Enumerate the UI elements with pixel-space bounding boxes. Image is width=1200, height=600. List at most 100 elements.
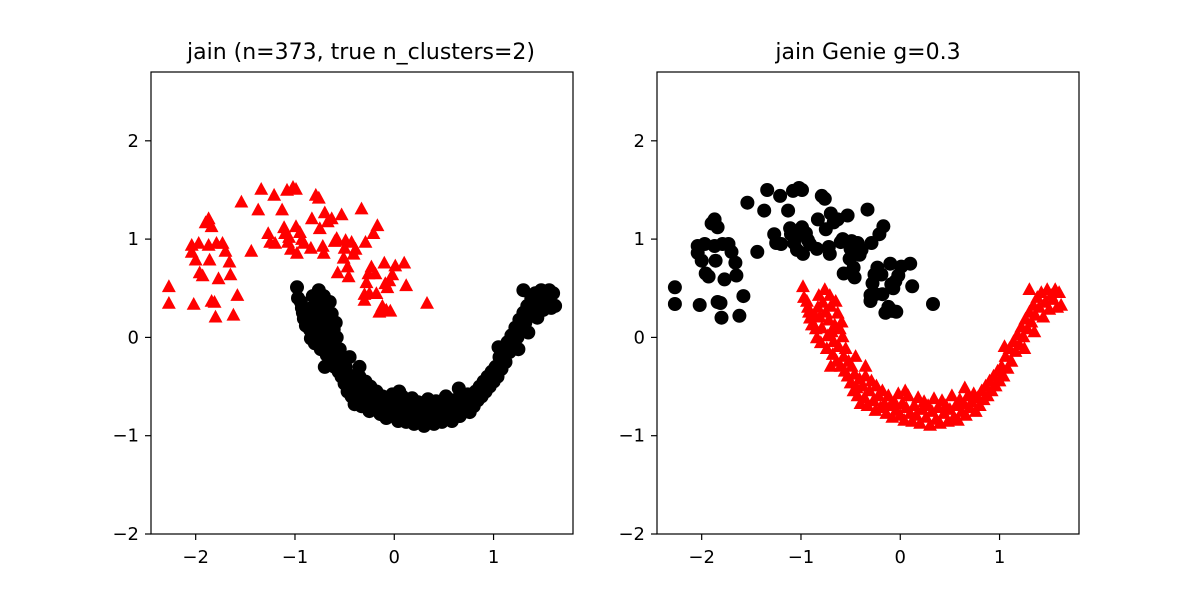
point-circle-right-38	[788, 231, 802, 246]
point-triangle-right-134	[1024, 314, 1039, 328]
point-circle-left-151	[521, 325, 536, 340]
point-circle-right-80	[876, 219, 891, 234]
point-circle-right-69	[860, 202, 875, 217]
point-circle-right-23	[732, 308, 747, 323]
point-triangle-left-83	[377, 255, 392, 269]
point-triangle-left-23	[226, 307, 241, 321]
point-circle-left-34	[329, 330, 344, 345]
point-circle-right-13	[710, 220, 725, 235]
point-triangle-left-73	[359, 275, 374, 289]
chart-title-left: jain (n=373, true n_clusters=2)	[186, 40, 535, 65]
x-tick-label-left-2: 0	[389, 547, 400, 568]
x-tick-label-left-0: −2	[182, 547, 209, 568]
y-tick-label-left-0: −2	[112, 524, 139, 545]
point-triangle-right-148	[1052, 285, 1067, 298]
point-triangle-right-124	[1004, 354, 1019, 367]
point-circle-right-26	[750, 244, 765, 259]
point-circle-right-4	[694, 253, 709, 268]
point-triangle-right-92	[941, 413, 955, 427]
point-triangle-left-26	[244, 243, 259, 257]
point-triangle-right-136	[1028, 307, 1043, 321]
point-triangle-right-62	[881, 388, 896, 402]
point-triangle-left-32	[268, 236, 283, 249]
panel-left: jain (n=373, true n_clusters=2) −2 −1 0 1−2…	[112, 40, 574, 568]
y-tick-label-left-3: 1	[128, 229, 139, 250]
point-triangle-left-52	[315, 239, 330, 252]
point-circle-left-152	[511, 342, 526, 357]
point-circle-left-157	[451, 381, 466, 396]
point-triangle-left-8	[195, 268, 210, 282]
point-triangle-left-79	[369, 286, 384, 299]
point-triangle-right-29	[830, 305, 845, 319]
point-circle-right-53	[822, 246, 837, 261]
point-triangle-left-44	[293, 225, 307, 238]
axes-frame-right	[656, 71, 1080, 535]
point-triangle-right-18	[819, 341, 834, 354]
point-circle-right-88	[889, 304, 904, 319]
point-triangle-left-60	[334, 207, 349, 221]
point-circle-right-27	[757, 203, 772, 218]
point-triangle-left-56	[324, 211, 339, 225]
chart-title-right: jain Genie g=0.3	[774, 40, 960, 65]
point-triangle-left-28	[254, 182, 269, 195]
point-triangle-right-150	[1022, 282, 1037, 295]
series-triangle-right	[796, 279, 1069, 431]
point-triangle-left-64	[340, 259, 355, 273]
point-triangle-left-21	[222, 254, 237, 268]
point-triangle-right-156	[898, 383, 913, 397]
point-triangle-left-27	[251, 202, 266, 216]
y-tick-label-right-3: 1	[634, 229, 645, 250]
axes-frame-left	[150, 71, 574, 535]
point-triangle-left-4	[188, 252, 203, 266]
point-circle-right-43	[796, 246, 810, 261]
x-tick-label-right-1: −1	[788, 547, 815, 568]
point-circle-right-91	[903, 256, 918, 271]
point-triangle-right-37	[838, 341, 853, 354]
point-triangle-left-33	[275, 202, 289, 216]
point-circle-left-158	[491, 340, 506, 355]
ticks-left: −2 −1 0 1 −2 −1 0 1 2	[112, 131, 499, 568]
point-circle-right-16	[714, 310, 729, 325]
point-circle-left-33	[328, 315, 343, 330]
y-tick-label-right-4: 2	[634, 131, 645, 152]
point-circle-right-22	[729, 268, 744, 283]
point-triangle-left-41	[289, 182, 303, 195]
point-triangle-left-51	[312, 221, 327, 235]
point-triangle-left-5	[186, 297, 201, 310]
point-triangle-left-80	[370, 218, 385, 232]
series-triangle-left	[161, 180, 434, 323]
ticks-right: −2 −1 0 1 −2 −1 0 1 2	[618, 131, 1005, 568]
point-triangle-left-53	[316, 245, 331, 259]
y-tick-label-right-2: 0	[634, 327, 645, 348]
point-triangle-right-152	[1017, 341, 1032, 354]
point-triangle-left-48	[304, 211, 319, 225]
point-circle-left-149	[548, 298, 563, 313]
point-triangle-left-65	[341, 269, 356, 283]
x-tick-label-right-0: −2	[688, 547, 715, 568]
point-triangle-left-24	[230, 288, 245, 301]
point-triangle-left-91	[397, 255, 412, 269]
point-circle-right-48	[810, 212, 825, 227]
point-circle-right-60	[840, 208, 855, 223]
point-triangle-left-68	[348, 241, 363, 255]
point-circle-right-41	[795, 183, 809, 197]
point-triangle-left-20	[218, 243, 233, 257]
point-circle-left-0	[290, 280, 304, 295]
point-circle-right-1	[667, 297, 682, 311]
point-circle-right-0	[667, 280, 682, 295]
y-tick-label-right-1: −1	[618, 426, 645, 447]
point-circle-left-155	[352, 359, 367, 374]
point-circle-right-79	[875, 287, 890, 302]
point-triangle-left-71	[357, 293, 372, 306]
point-circle-left-27	[322, 295, 337, 309]
point-triangle-left-38	[282, 230, 296, 243]
point-circle-right-24	[736, 289, 751, 304]
point-triangle-right-149	[1054, 297, 1069, 311]
point-circle-right-47	[809, 241, 824, 256]
point-triangle-right-151	[1027, 324, 1042, 338]
point-triangle-left-18	[211, 271, 226, 285]
point-triangle-right-48	[855, 378, 870, 392]
point-circle-right-33	[781, 203, 796, 218]
point-triangle-left-59	[330, 265, 345, 279]
point-triangle-right-155	[858, 358, 873, 372]
